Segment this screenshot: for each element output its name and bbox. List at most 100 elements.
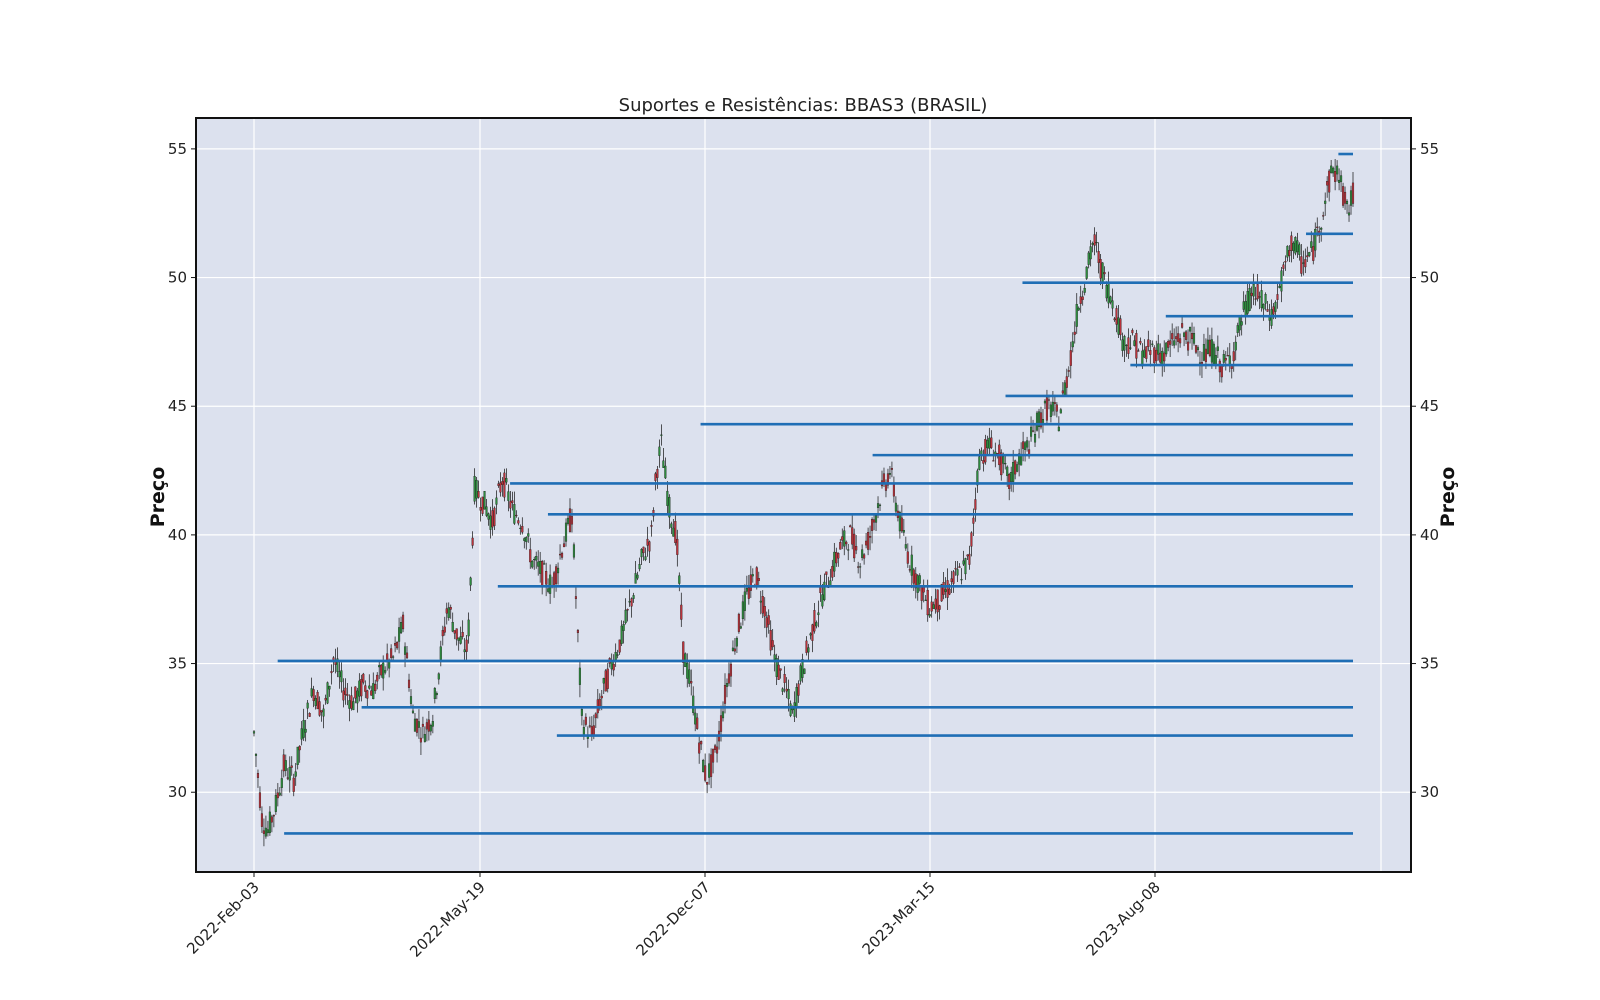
candle-body	[272, 815, 275, 817]
candle-body	[396, 642, 399, 649]
candle-body	[1097, 251, 1100, 263]
candle-body	[356, 690, 359, 704]
candle-body	[1089, 246, 1092, 260]
candle-body	[495, 497, 498, 505]
candle-body	[1012, 462, 1015, 482]
candle-body	[1258, 296, 1261, 298]
candle-body	[787, 689, 790, 700]
candle-body	[978, 456, 981, 470]
candle-body	[839, 542, 842, 550]
candle-body	[725, 683, 729, 687]
candle-body	[350, 695, 353, 709]
candle-body	[338, 671, 341, 678]
candle-body	[1314, 229, 1317, 251]
candle-body	[1157, 343, 1160, 355]
y-tick-label-right: 35	[1420, 655, 1439, 673]
candle-body	[690, 681, 693, 684]
candle-body	[618, 639, 621, 653]
candle-body	[555, 566, 558, 584]
candle-body	[519, 527, 522, 529]
candle-body	[1103, 272, 1106, 275]
candle-body	[898, 512, 901, 532]
candle-body	[1270, 309, 1273, 326]
candle-body	[771, 640, 774, 648]
candle-body	[1077, 307, 1080, 311]
candle-body	[296, 746, 299, 765]
candle-body	[602, 678, 605, 684]
candle-body	[1109, 296, 1112, 303]
candle-body	[821, 594, 824, 607]
candle-body	[1274, 301, 1277, 312]
candle-body	[1065, 376, 1068, 388]
candle-body	[1181, 323, 1184, 328]
y-tick-label-left: 55	[168, 140, 187, 158]
candle-body	[924, 599, 927, 601]
candle-body	[833, 551, 836, 572]
candle-body	[624, 609, 627, 624]
candle-body	[1194, 345, 1198, 353]
candle-body	[1294, 237, 1297, 254]
candle-body	[449, 607, 452, 610]
candle-body	[777, 664, 780, 680]
candle-body	[543, 563, 546, 565]
candle-body	[773, 654, 776, 660]
candle-body	[1049, 404, 1052, 418]
candle-body	[1083, 287, 1086, 293]
candle-body	[578, 667, 581, 685]
candle-body	[372, 683, 375, 700]
candle-body	[1095, 241, 1098, 244]
candle-body	[688, 669, 691, 684]
candle-body	[1137, 350, 1140, 352]
candle-body	[614, 651, 617, 661]
candle-body	[324, 697, 327, 701]
candle-body	[360, 679, 363, 697]
candle-body	[491, 510, 494, 528]
candle-body	[1031, 430, 1035, 432]
candle-body	[523, 538, 526, 541]
candle-body	[262, 830, 265, 834]
candle-body	[807, 647, 810, 653]
candle-body	[336, 658, 339, 672]
candle-body	[668, 497, 671, 518]
candle-body	[1284, 261, 1287, 263]
candle-body	[1298, 244, 1301, 255]
candle-body	[300, 728, 303, 740]
candle-body	[1234, 341, 1237, 351]
candle-body	[733, 648, 736, 652]
candle-body	[1218, 360, 1221, 373]
candle-body	[825, 571, 828, 575]
candle-body	[515, 514, 518, 517]
candle-body	[260, 813, 263, 827]
candle-body	[489, 515, 492, 530]
y-axis-label-left: Preço	[147, 467, 169, 528]
candle-body	[1278, 286, 1281, 288]
y-tick-label-right: 50	[1420, 269, 1439, 287]
candle-body	[1002, 456, 1005, 464]
candle-body	[1338, 179, 1341, 183]
candle-body	[716, 746, 719, 754]
candle-body	[1187, 341, 1190, 351]
candle-body	[1342, 186, 1345, 206]
candle-body	[358, 680, 361, 697]
plot-area	[196, 118, 1411, 872]
candle-body	[1232, 351, 1235, 362]
candle-body	[346, 694, 349, 697]
candle-body	[642, 546, 645, 554]
candle-body	[912, 569, 915, 584]
candle-body	[592, 725, 595, 736]
candle-body	[541, 561, 544, 587]
candle-body	[845, 541, 848, 545]
candle-body	[1123, 336, 1126, 351]
candle-body	[493, 507, 496, 526]
candle-body	[425, 722, 428, 730]
candle-body	[920, 586, 923, 601]
candle-body	[268, 811, 271, 834]
candle-body	[483, 491, 486, 510]
candle-body	[660, 434, 663, 436]
candle-body	[1073, 331, 1076, 335]
candle-body	[314, 698, 317, 706]
candle-body	[1016, 464, 1019, 472]
candle-body	[878, 504, 882, 506]
candle-body	[704, 765, 707, 781]
candle-body	[708, 763, 711, 778]
